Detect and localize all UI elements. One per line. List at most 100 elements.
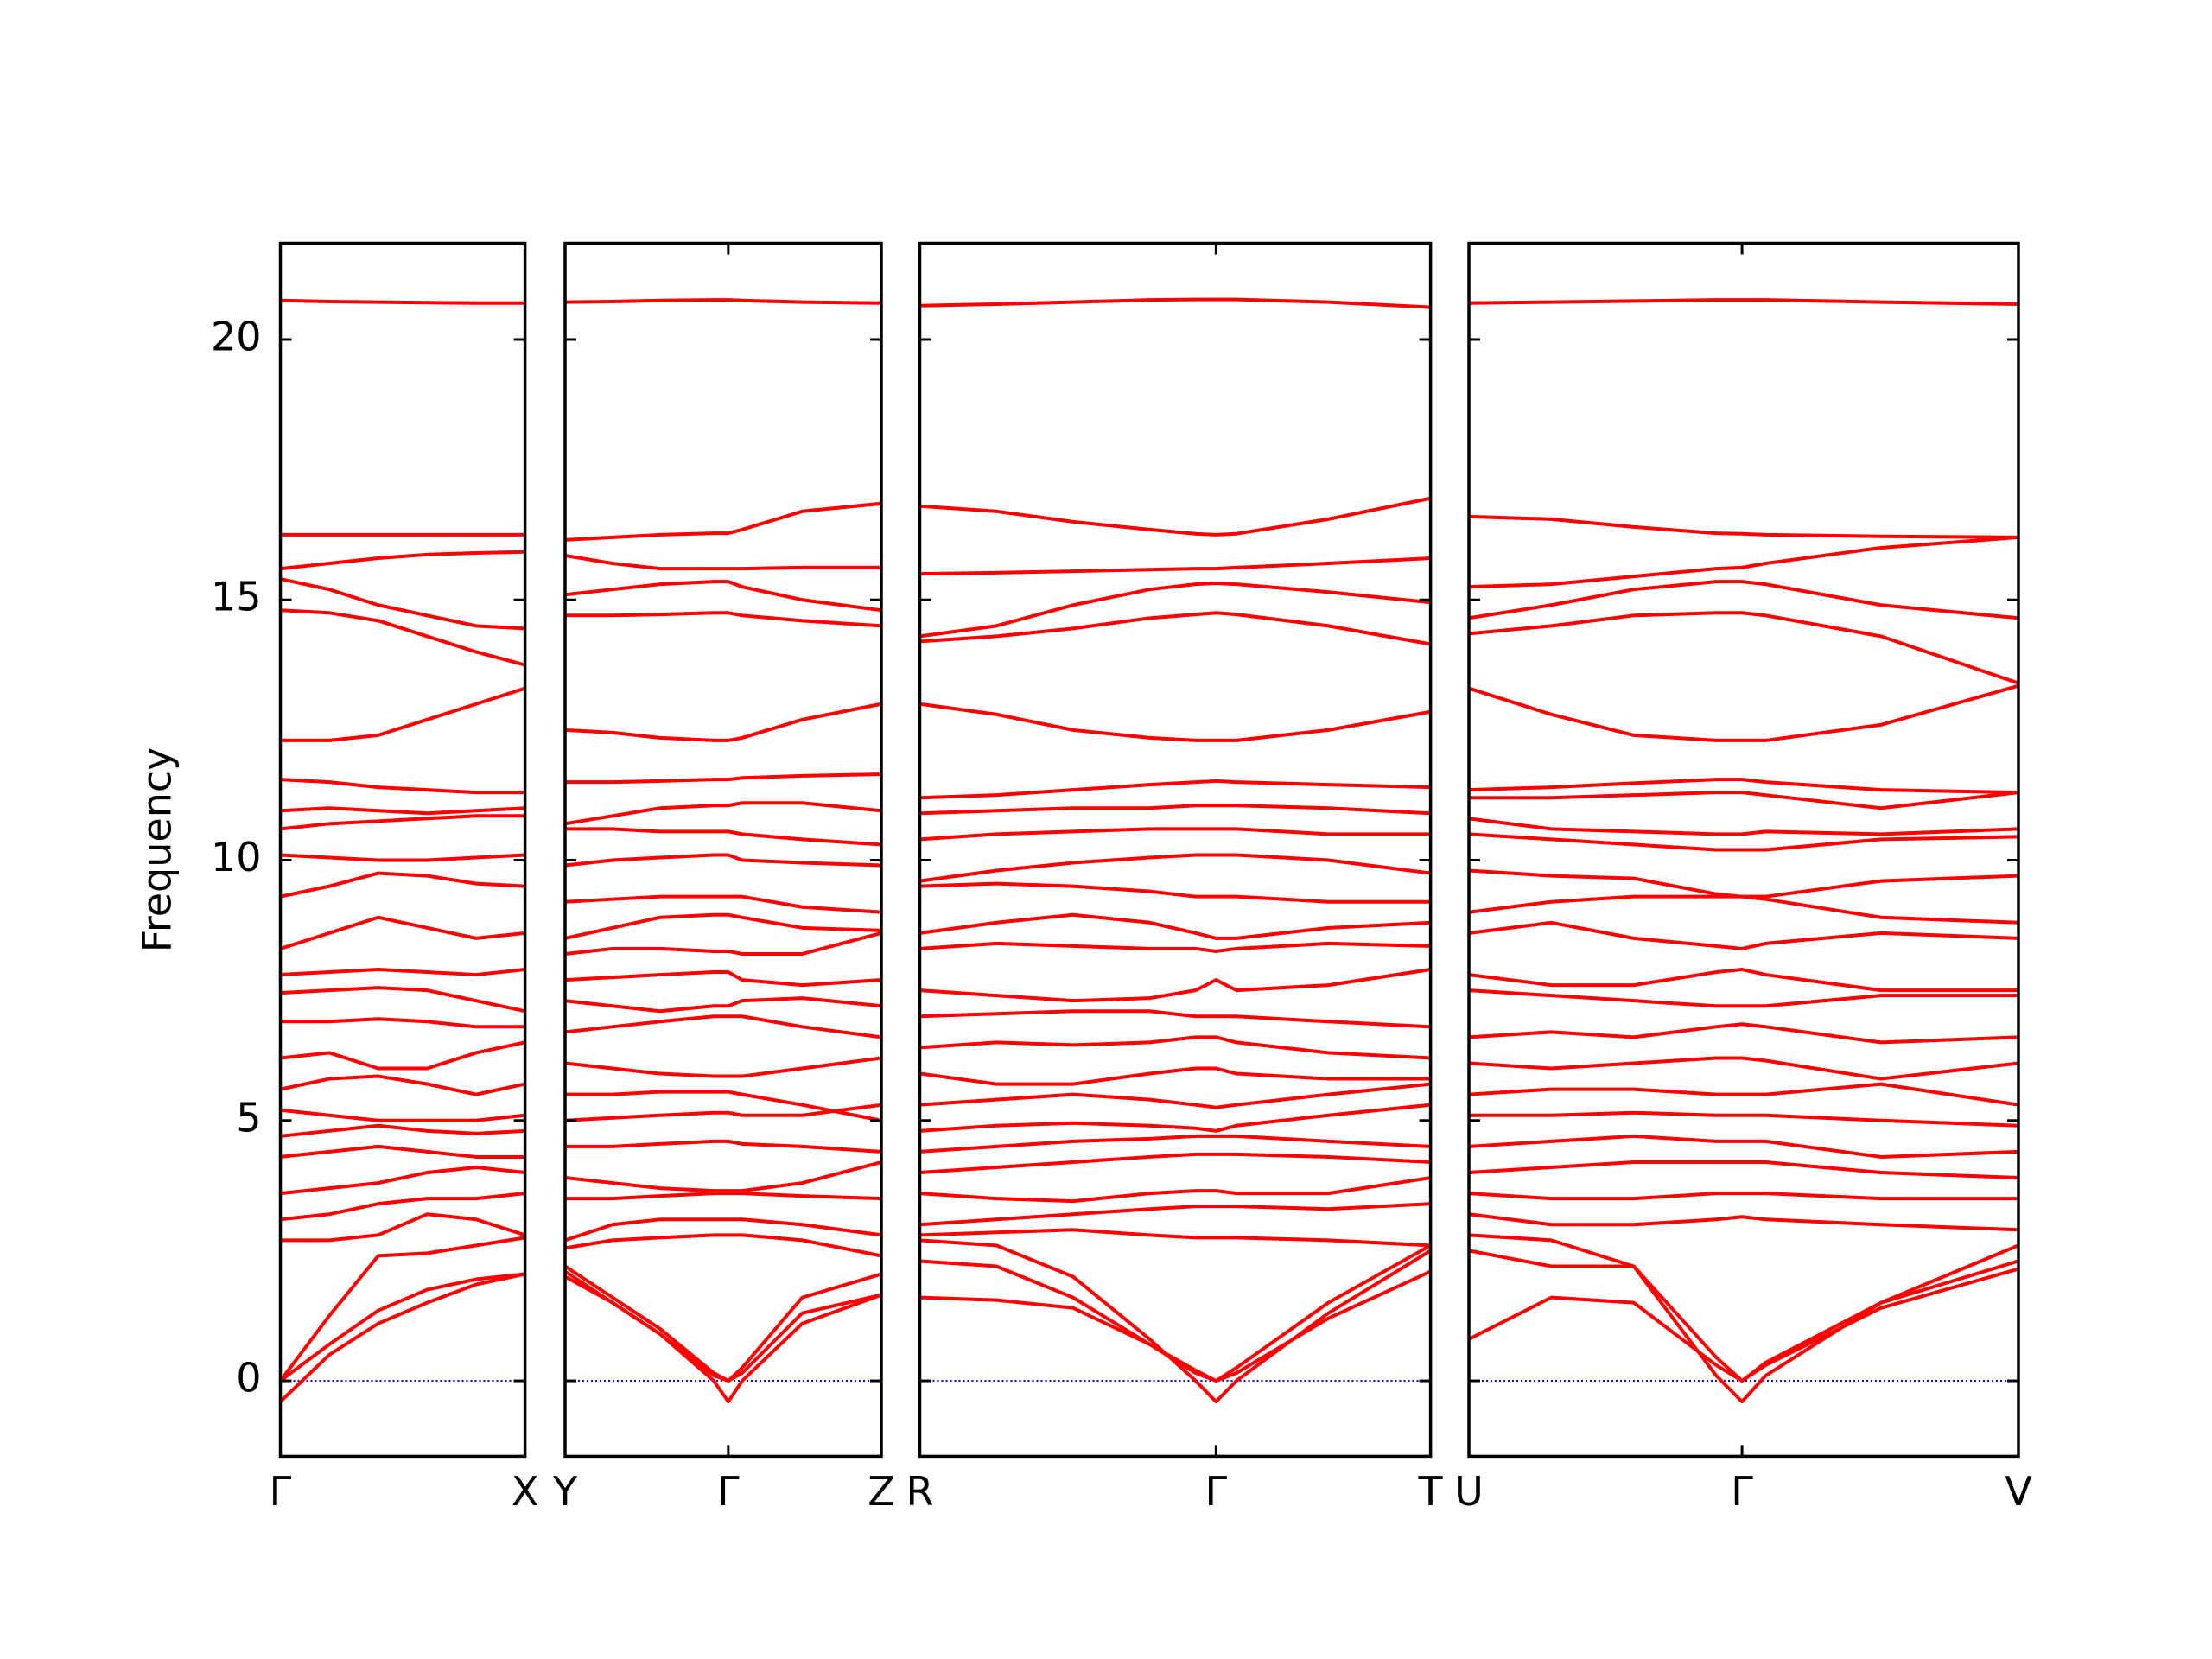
band-line — [565, 1160, 881, 1193]
band-line — [280, 577, 525, 631]
band-line — [1469, 1259, 2018, 1383]
band-line — [280, 806, 525, 816]
x-tick-label: X — [512, 1468, 539, 1515]
band-line — [280, 1272, 525, 1403]
band-line — [1469, 1249, 2018, 1383]
band-line — [280, 778, 525, 795]
x-tick-label: U — [1454, 1468, 1484, 1515]
x-tick-label: Y — [552, 1468, 578, 1515]
band-line — [565, 827, 881, 847]
band-line — [919, 1228, 1431, 1248]
band-line — [919, 912, 1431, 940]
band-line — [280, 1040, 525, 1071]
band-line — [565, 580, 881, 613]
band-line — [919, 827, 1431, 842]
y-tick-label: 0 — [236, 1355, 261, 1402]
band-line — [280, 1165, 525, 1196]
band-line — [1469, 817, 2018, 836]
band-line — [280, 915, 525, 950]
panel: 0 5 10 15 20 Γ X Frequency — [134, 241, 539, 1515]
band-line — [280, 1074, 525, 1096]
band-line — [565, 554, 881, 571]
band-line — [280, 986, 525, 1014]
x-tick-label: V — [2005, 1468, 2032, 1515]
band-line — [280, 968, 525, 977]
band-line — [565, 894, 881, 914]
x-tick-label: Z — [868, 1468, 895, 1515]
band-line — [280, 1123, 525, 1138]
band-line — [280, 1017, 525, 1029]
band-line — [1469, 832, 2018, 852]
band-line — [919, 496, 1431, 537]
band-line — [919, 297, 1431, 309]
band-line — [280, 608, 525, 667]
band-line — [565, 501, 881, 542]
band-line — [565, 298, 881, 305]
band-line — [565, 1103, 881, 1122]
band-line — [919, 1134, 1431, 1154]
y-tick-label: 5 — [236, 1094, 261, 1141]
band-line — [1469, 1134, 2018, 1159]
band-line — [565, 1090, 881, 1122]
x-tick-label: T — [1418, 1468, 1444, 1515]
band-line — [565, 970, 881, 988]
band-line — [1469, 894, 2018, 925]
y-tick-label: 20 — [211, 313, 262, 359]
band-line — [919, 779, 1431, 800]
band-line — [280, 853, 525, 862]
band-line — [1469, 1110, 2018, 1128]
band-line — [565, 853, 881, 868]
band-line — [280, 298, 525, 305]
axes-frame — [1467, 241, 2020, 1459]
band-line — [919, 853, 1431, 883]
band-line — [1469, 920, 2018, 950]
band-line — [919, 1152, 1431, 1175]
band-line — [1469, 580, 2018, 620]
x-tick-label: Γ — [1731, 1468, 1753, 1515]
y-tick-label: 15 — [211, 574, 262, 620]
band-line — [280, 1108, 525, 1122]
band-line — [1469, 1192, 2018, 1201]
y-tick-label: 10 — [211, 834, 262, 880]
axes-frame — [918, 241, 1433, 1459]
band-line — [1469, 298, 2018, 306]
band-line — [565, 1192, 881, 1201]
band-line — [565, 1217, 881, 1243]
band-line — [565, 801, 881, 826]
band-line — [1469, 683, 2018, 742]
band-line — [565, 1233, 881, 1258]
band-line — [565, 1056, 881, 1078]
band-line — [919, 804, 1431, 816]
band-line — [1469, 791, 2018, 810]
x-tick-label: Γ — [1205, 1468, 1228, 1515]
band-line — [919, 556, 1431, 576]
band-line — [565, 996, 881, 1014]
band-line — [1469, 611, 2018, 685]
band-line — [919, 611, 1431, 646]
band-line — [280, 686, 525, 742]
band-line — [919, 581, 1431, 639]
band-line — [919, 1243, 1431, 1383]
band-line — [919, 941, 1431, 953]
band-line — [280, 1272, 525, 1382]
band-line — [919, 1103, 1431, 1133]
band-line — [280, 1144, 525, 1159]
band-line — [919, 1009, 1431, 1029]
band-line — [280, 871, 525, 899]
band-line — [565, 611, 881, 628]
x-tick-label: Γ — [270, 1468, 292, 1515]
band-line — [919, 1238, 1431, 1404]
band-line — [1469, 1082, 2018, 1107]
band-line — [565, 912, 881, 940]
band-line — [919, 702, 1431, 742]
axes-frame — [278, 241, 527, 1459]
band-line — [565, 1269, 881, 1404]
axes-frame — [563, 241, 883, 1459]
x-tick-label: Γ — [717, 1468, 740, 1515]
band-line — [919, 1082, 1431, 1109]
band-line — [280, 814, 525, 831]
